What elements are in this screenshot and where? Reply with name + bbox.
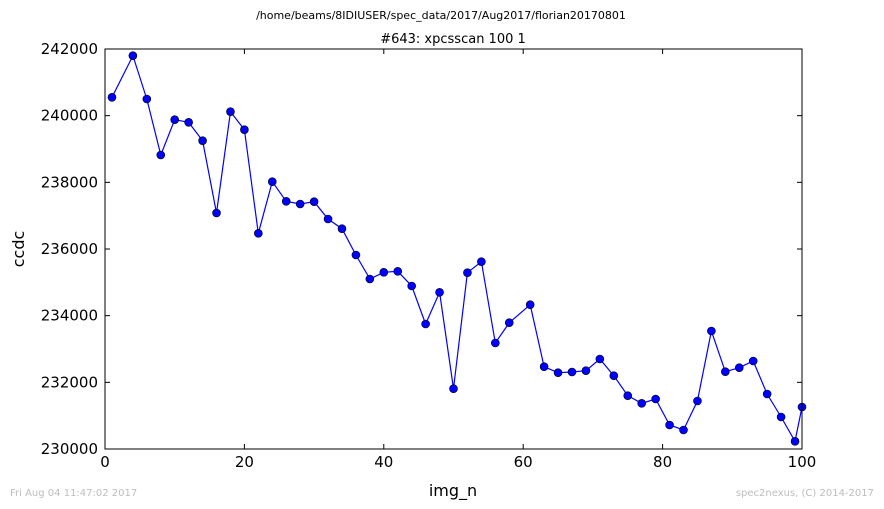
data-point xyxy=(267,177,277,186)
data-point xyxy=(393,267,403,276)
x-axis: 0 20 40 60 80 100 xyxy=(100,49,816,471)
data-point xyxy=(707,326,716,336)
data-point xyxy=(623,391,633,400)
data-point xyxy=(435,288,444,297)
series-line xyxy=(111,54,803,443)
data-point xyxy=(156,150,166,160)
x-tick-label: 100 xyxy=(788,453,817,471)
data-point xyxy=(365,274,375,284)
data-point xyxy=(637,399,646,408)
data-point xyxy=(421,319,430,329)
y-tick-label: 236000 xyxy=(41,240,98,258)
data-point xyxy=(337,224,347,233)
data-point xyxy=(790,437,800,446)
x-tick-label: 80 xyxy=(653,453,672,471)
data-point xyxy=(142,94,152,104)
x-tick-label: 20 xyxy=(235,453,254,471)
data-point xyxy=(295,199,305,209)
data-point xyxy=(734,363,744,372)
data-point xyxy=(170,115,179,124)
y-tick-label: 230000 xyxy=(41,440,98,458)
data-point xyxy=(240,125,249,134)
data-point xyxy=(776,412,786,422)
data-point xyxy=(477,257,486,266)
data-point xyxy=(491,338,500,348)
data-point xyxy=(553,368,563,377)
y-axis: 230000 232000 234000 236000 238000 240000 2420… xyxy=(41,40,802,458)
data-point xyxy=(351,250,361,260)
data-point xyxy=(281,197,291,206)
data-point xyxy=(504,318,514,327)
data-point xyxy=(309,197,319,206)
footer-credit: spec2nexus, (C) 2014-2017 xyxy=(735,488,874,499)
data-point xyxy=(762,389,772,399)
data-point xyxy=(107,93,117,102)
data-point xyxy=(128,51,138,60)
x-axis-label: img_n xyxy=(429,481,477,501)
data-point xyxy=(595,354,605,364)
data-point xyxy=(539,362,549,371)
data-point xyxy=(665,420,674,430)
data-point xyxy=(609,371,619,380)
data-point xyxy=(184,118,193,127)
data-point xyxy=(212,208,221,218)
data-point xyxy=(567,367,577,377)
data-point xyxy=(721,367,730,376)
x-tick-label: 60 xyxy=(514,453,533,471)
footer-timestamp: Fri Aug 04 11:47:02 2017 xyxy=(10,488,138,499)
data-point xyxy=(525,300,535,309)
data-point xyxy=(407,281,416,291)
y-axis-label: ccdc xyxy=(9,231,28,268)
y-tick-label: 232000 xyxy=(41,373,98,391)
plot-area xyxy=(107,51,807,446)
y-tick-label: 240000 xyxy=(41,107,98,125)
data-point xyxy=(693,396,702,406)
chart-title: #643: xpcsscan 100 1 xyxy=(380,32,526,47)
data-point xyxy=(449,384,458,393)
x-tick-label: 40 xyxy=(374,453,393,471)
data-point xyxy=(463,268,472,277)
data-point xyxy=(323,214,333,224)
data-point xyxy=(226,107,235,116)
data-point xyxy=(254,229,263,238)
y-tick-label: 234000 xyxy=(41,307,98,325)
y-tick-label: 242000 xyxy=(41,40,98,58)
data-point xyxy=(198,136,207,145)
y-tick-label: 238000 xyxy=(41,173,98,191)
data-point xyxy=(581,366,591,375)
file-path-header: /home/beams/8IDIUSER/spec_data/2017/Aug2… xyxy=(256,9,626,22)
data-point xyxy=(651,394,660,404)
data-point xyxy=(379,268,389,277)
data-point xyxy=(679,425,688,435)
data-point xyxy=(748,356,758,366)
x-tick-label: 0 xyxy=(100,453,110,471)
